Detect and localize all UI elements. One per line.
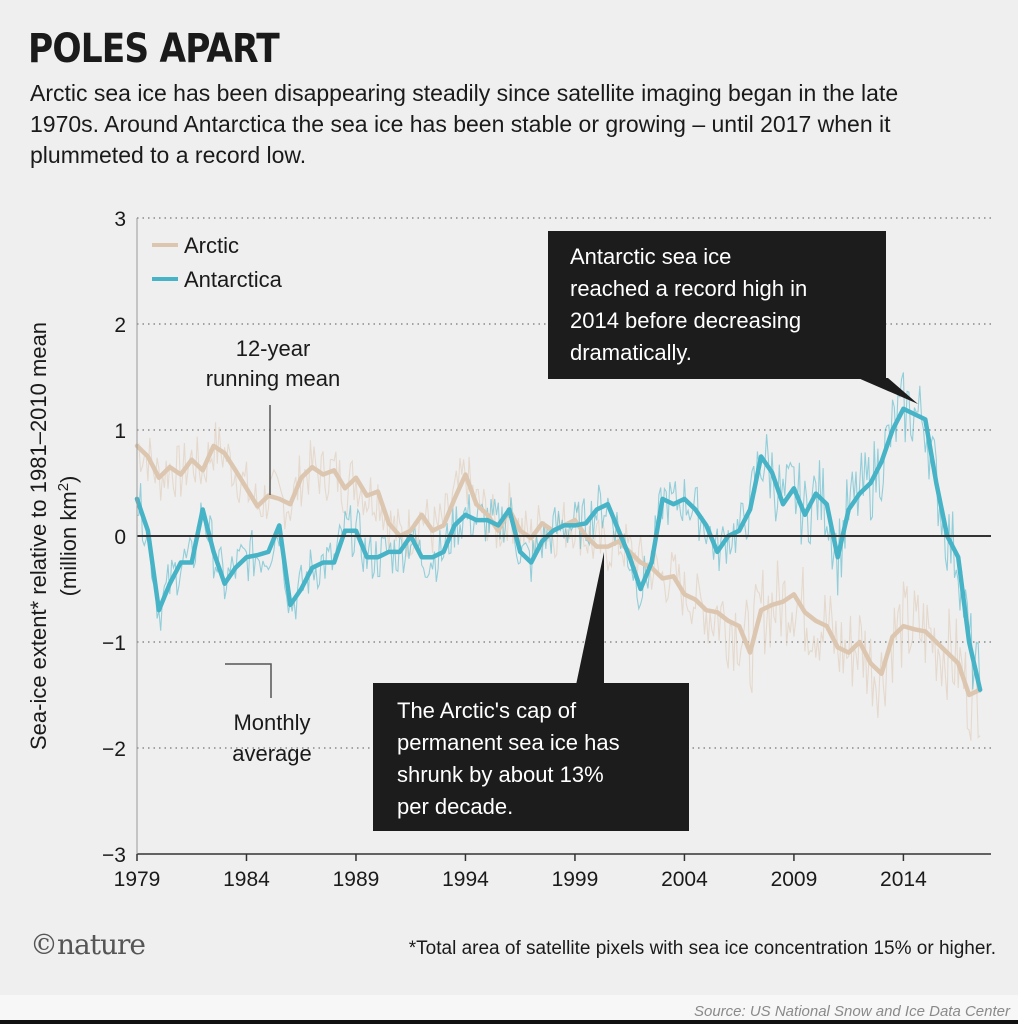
y-axis-label-line1: Sea-ice extent* relative to 1981–2010 me… — [26, 322, 51, 750]
annotation-running-mean: 12-year running mean — [206, 336, 341, 495]
arctic-box-line1: The Arctic's cap of — [397, 698, 577, 723]
antarctic-box-bg — [548, 231, 886, 379]
x-tick-label-7: 2014 — [880, 868, 927, 891]
y-tick-label-2: 1 — [114, 420, 126, 443]
page-subtitle: Arctic sea ice has been disappearing ste… — [30, 80, 899, 168]
antarctic-box-pointer — [858, 378, 918, 404]
y-tick-label-6: −3 — [102, 844, 126, 867]
monthly-line2: average — [232, 741, 312, 766]
x-ticks: 1979 1984 1989 1994 1999 2004 2009 2014 — [114, 854, 927, 891]
x-tick-label-2: 1989 — [333, 868, 380, 891]
infographic-card: POLES APART Arctic sea ice has been disa… — [0, 26, 1018, 961]
x-tick-label-6: 2009 — [771, 868, 818, 891]
y-axis-label: Sea-ice extent* relative to 1981–2010 me… — [26, 322, 81, 750]
antarctica-monthly-line — [136, 372, 981, 693]
bottom-rule — [0, 1020, 1018, 1024]
y-axis-label-line2: (million km2) — [55, 476, 81, 597]
x-tick-label-1: 1984 — [223, 868, 270, 891]
arctic-box-bg — [373, 683, 689, 831]
antarctic-box-line2: reached a record high in — [570, 276, 807, 301]
series-layer — [134, 372, 983, 741]
chart-container: 1979 1984 1989 1994 1999 2004 2009 2014 3 2 1 0 −1 −… — [0, 190, 1018, 930]
source-bar — [0, 995, 1018, 1024]
y-tick-label-1: 2 — [114, 314, 126, 337]
x-tick-label-4: 1999 — [552, 868, 599, 891]
y-tick-label-3: 0 — [114, 526, 126, 549]
y-tick-label-0: 3 — [114, 208, 126, 231]
x-tick-label-5: 2004 — [661, 868, 708, 891]
footnote: *Total area of satellite pixels with sea… — [408, 938, 996, 959]
running-mean-line2: running mean — [206, 366, 341, 391]
legend: Arctic Antarctica — [152, 233, 283, 292]
legend-antarctica-label: Antarctica — [184, 267, 283, 292]
page-title: POLES APART — [28, 26, 280, 72]
arctic-box-line2: permanent sea ice has — [397, 730, 620, 755]
sea-ice-chart: 1979 1984 1989 1994 1999 2004 2009 2014 3 2 1 0 −1 −… — [26, 208, 991, 891]
source-credit: Source: US National Snow and Ice Data Ce… — [693, 1003, 1010, 1020]
monthly-pointer — [225, 663, 272, 698]
annotation-antarctic-box: Antarctic sea ice reached a record high … — [548, 231, 918, 404]
x-tick-label-0: 1979 — [114, 868, 161, 891]
arctic-box-line3: shrunk by about 13% — [397, 762, 604, 787]
antarctic-box-line4: dramatically. — [570, 340, 692, 365]
antarctica-series-line — [134, 406, 983, 692]
legend-arctic-label: Arctic — [184, 233, 239, 258]
arctic-box-line4: per decade. — [397, 794, 513, 819]
annotation-arctic-box: The Arctic's cap of permanent sea ice ha… — [373, 552, 689, 831]
y-tick-label-4: −1 — [102, 632, 126, 655]
arctic-box-pointer — [576, 552, 604, 685]
x-tick-label-3: 1994 — [442, 868, 489, 891]
y-tick-label-5: −2 — [102, 738, 126, 761]
annotation-monthly: Monthly average — [225, 663, 312, 766]
nature-logo: ©nature — [30, 928, 146, 961]
y-ticks: 3 2 1 0 −1 −2 −3 — [102, 208, 126, 867]
antarctic-box-line1: Antarctic sea ice — [570, 244, 731, 269]
running-mean-line1: 12-year — [236, 336, 311, 361]
antarctic-box-line3: 2014 before decreasing — [570, 308, 801, 333]
monthly-line1: Monthly — [233, 710, 310, 735]
